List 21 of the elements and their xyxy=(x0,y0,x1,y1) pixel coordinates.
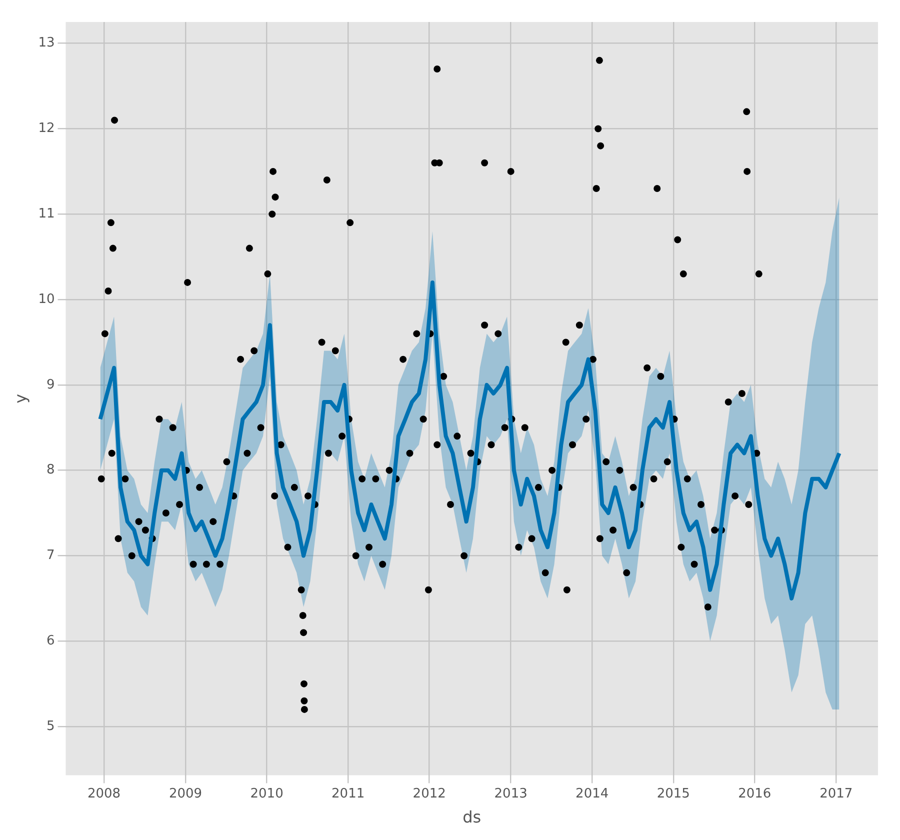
x-tick-label: 2010 xyxy=(250,786,284,802)
x-tick-label: 2012 xyxy=(412,786,446,802)
x-tick-label: 2015 xyxy=(656,786,690,802)
y-tick-label: 11 xyxy=(38,206,55,222)
x-tick-label: 2016 xyxy=(738,786,772,802)
y-tick-label: 7 xyxy=(46,548,55,564)
y-tick-label: 9 xyxy=(46,377,55,392)
x-tick-label: 2009 xyxy=(168,786,202,802)
y-tick-label: 6 xyxy=(46,634,55,648)
x-tick-label: 2014 xyxy=(576,786,609,802)
y-tick-label: 10 xyxy=(38,292,55,307)
y-tick-label: 8 xyxy=(46,462,55,478)
x-tick-label: 2017 xyxy=(820,786,853,802)
y-tick-label: 13 xyxy=(38,36,55,51)
y-tick-label: 5 xyxy=(46,718,55,734)
x-tick-label: 2011 xyxy=(332,786,365,802)
x-tick-label: 2013 xyxy=(494,786,528,802)
y-tick-label: 12 xyxy=(38,121,55,136)
x-tick-label: 2008 xyxy=(87,786,121,802)
x-axis-title: ds xyxy=(462,808,482,827)
y-axis-title: y xyxy=(10,394,30,404)
